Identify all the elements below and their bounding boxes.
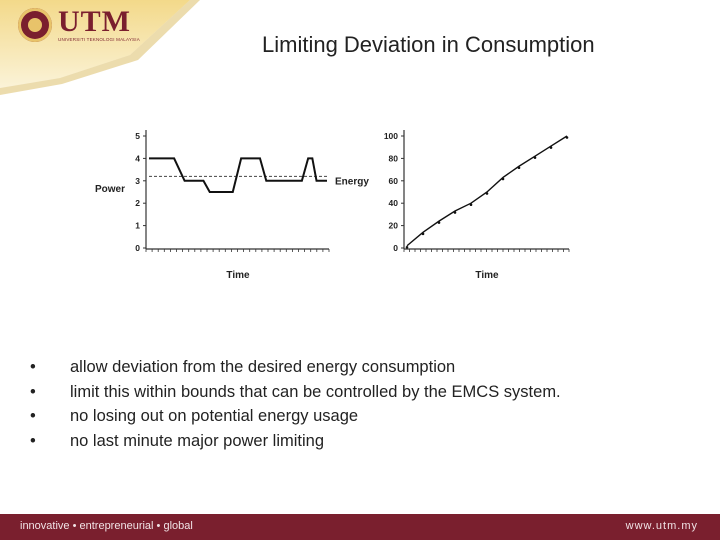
y-tick-label: 60	[389, 176, 399, 186]
y-tick-label: 40	[389, 198, 399, 208]
data-point	[549, 146, 553, 149]
data-point	[565, 136, 569, 139]
data-point	[501, 177, 505, 181]
y-tick-label: 2	[135, 198, 140, 208]
y-tick-label: 100	[384, 131, 398, 141]
x-axis-label: Time	[226, 270, 250, 281]
logo-subtext: UNIVERSITI TEKNOLOGI MALAYSIA	[58, 37, 140, 42]
bullet-item: no last minute major power limiting	[28, 429, 561, 454]
footer-bar: innovative • entrepreneurial • global ww…	[0, 514, 720, 540]
data-point	[485, 192, 489, 195]
data-point	[421, 232, 425, 236]
series-line	[149, 157, 327, 193]
utm-seal-icon	[18, 8, 52, 42]
footer-website[interactable]: www.utm.my	[625, 520, 698, 532]
bullet-item: no losing out on potential energy usage	[28, 404, 561, 429]
utm-logo: UTM UNIVERSITI TEKNOLOGI MALAYSIA	[18, 5, 140, 42]
power-energy-figure: 0 1 2 3 4 5 Time Power Energy 0 20 40 60 80 100 Time	[95, 130, 570, 281]
y-tick-label: 0	[135, 243, 140, 253]
y-tick-label: 5	[135, 131, 140, 141]
energy-annotation: Energy	[335, 176, 369, 187]
data-point	[469, 203, 473, 206]
y-tick-label: 80	[389, 153, 399, 163]
y-axis-label: Power	[95, 184, 125, 195]
y-tick-label: 4	[135, 153, 140, 163]
energy-chart: 0 20 40 60 80 100 Time	[384, 130, 570, 281]
power-chart: 0 1 2 3 4 5 Time Power Energy	[95, 130, 369, 281]
x-axis-label: Time	[475, 270, 499, 281]
y-tick-label: 0	[393, 243, 398, 253]
data-point	[533, 156, 537, 159]
bullet-item: allow deviation from the desired energy …	[28, 355, 561, 380]
footer-tagline: innovative • entrepreneurial • global	[20, 520, 193, 532]
bullet-item: limit this within bounds that can be con…	[28, 380, 561, 405]
data-point	[405, 245, 409, 249]
logo-text: UTM	[58, 5, 131, 38]
bullet-list: allow deviation from the desired energy …	[28, 355, 561, 453]
y-tick-label: 3	[135, 176, 140, 186]
y-tick-label: 20	[389, 221, 399, 231]
data-point	[453, 211, 457, 214]
series-line	[406, 135, 568, 247]
y-tick-label: 1	[135, 221, 140, 231]
data-point	[437, 221, 441, 224]
data-point	[517, 166, 521, 170]
slide-title: Limiting Deviation in Consumption	[262, 32, 595, 57]
